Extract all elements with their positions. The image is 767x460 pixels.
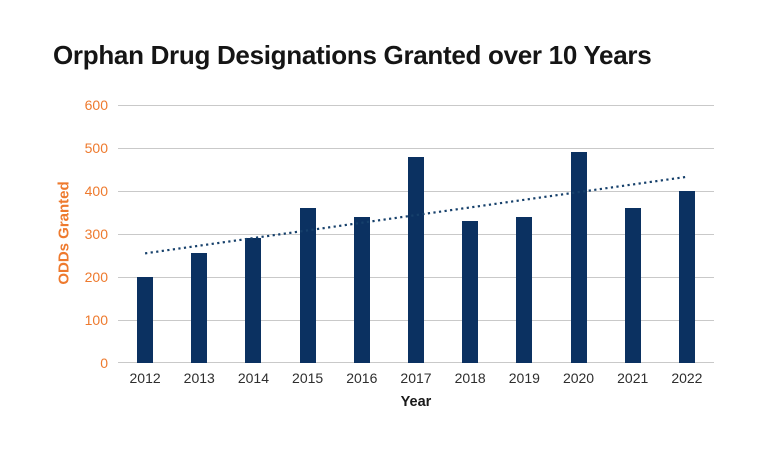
- y-tick-label-200: 200: [84, 269, 108, 285]
- y-axis-tick-labels: 0 100 200 300 400 500 600: [0, 97, 108, 371]
- bar-2012: [137, 277, 154, 363]
- bar-2015: [299, 208, 316, 363]
- y-tick-label-100: 100: [84, 312, 108, 328]
- x-tick-label-2021: 2021: [617, 370, 649, 386]
- y-axis-title: ODDs Granted: [55, 181, 73, 285]
- x-tick-label-2022: 2022: [671, 370, 703, 386]
- bar-2018: [462, 221, 479, 363]
- y-tick-label-300: 300: [84, 226, 108, 242]
- x-tick-label-2017: 2017: [400, 370, 432, 386]
- x-tick-label-2014: 2014: [237, 370, 270, 386]
- y-tick-label-600: 600: [84, 97, 108, 113]
- bar-2016: [353, 216, 370, 363]
- x-tick-label-2018: 2018: [454, 370, 486, 386]
- y-tick-label-0: 0: [100, 355, 108, 371]
- x-tick-label-2019: 2019: [508, 370, 540, 386]
- gridline-500: [118, 148, 714, 149]
- y-tick-label-400: 400: [84, 183, 108, 199]
- bar-2020: [570, 152, 587, 363]
- chart-title: Orphan Drug Designations Granted over 10…: [53, 40, 652, 70]
- bar-2022: [678, 191, 695, 363]
- x-axis-title: Year: [400, 394, 432, 410]
- x-tick-label-2013: 2013: [183, 370, 215, 386]
- gridline-600: [118, 105, 714, 106]
- x-tick-label-2015: 2015: [292, 370, 324, 386]
- trendline: [144, 175, 688, 255]
- bar-2013: [191, 253, 208, 363]
- x-tick-label-2012: 2012: [129, 370, 161, 386]
- bar-2017: [408, 156, 424, 363]
- bar-2019: [516, 216, 533, 363]
- bar-2021: [624, 208, 641, 363]
- x-tick-label-2016: 2016: [346, 370, 378, 386]
- plot-area: [118, 105, 714, 363]
- x-tick-label-2020: 2020: [562, 370, 595, 386]
- y-tick-label-500: 500: [84, 140, 108, 156]
- bar-2014: [245, 238, 262, 363]
- x-axis-tick-labels: 2012 2013 2014 2015 2016 2017 2018 2019 2020 2021…: [118, 370, 714, 388]
